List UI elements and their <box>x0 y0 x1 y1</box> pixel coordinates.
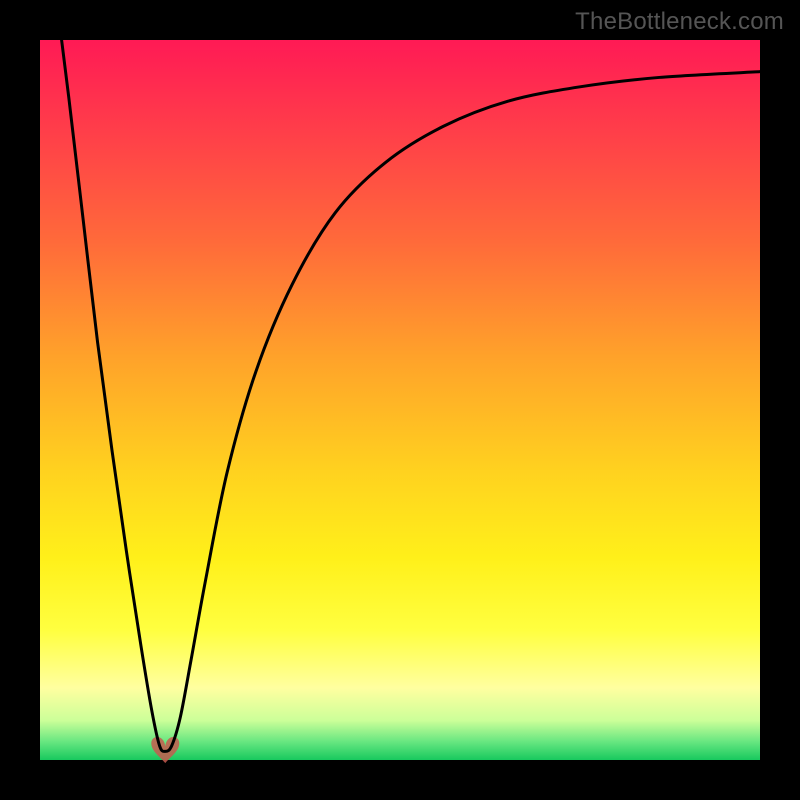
figure-container: TheBottleneck.com <box>0 0 800 800</box>
watermark-text: TheBottleneck.com <box>575 8 784 36</box>
bottleneck-chart <box>0 0 800 800</box>
plot-area-gradient <box>40 40 760 760</box>
